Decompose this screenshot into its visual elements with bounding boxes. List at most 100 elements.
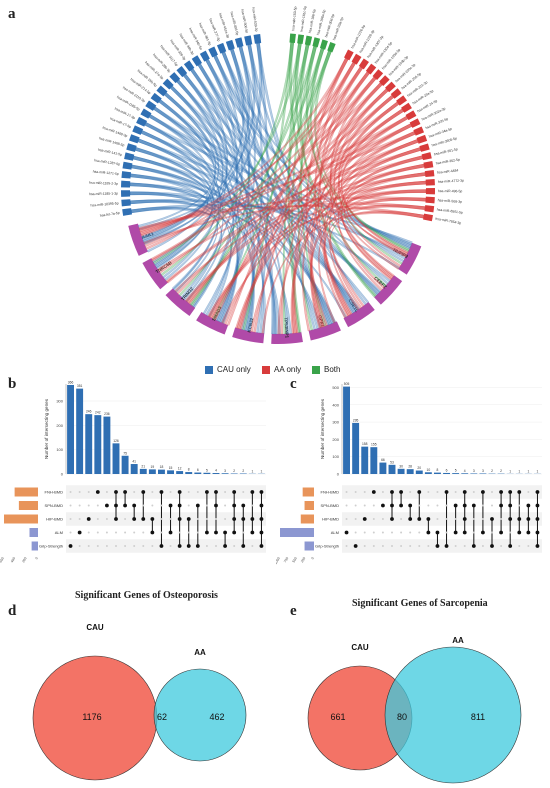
matrix-dot [354,504,357,507]
set-size-bar [304,541,314,551]
chord-ribbon [309,180,427,329]
chord-ribbon [183,73,378,296]
matrix-dot [196,518,199,520]
matrix-dot [223,544,227,548]
matrix-dot [95,490,100,494]
chord-ribbon [139,115,409,233]
gene-segment [271,332,303,344]
matrix-dot [151,504,154,507]
chord-ribbon [291,46,317,333]
matrix-dot [372,504,375,507]
y-tick-label: 100 [56,447,63,452]
matrix-dot [435,544,440,548]
mirna-segment [121,180,131,188]
y-tick-label: 400 [332,402,339,407]
matrix-dot [345,491,348,493]
chord-ribbon [143,202,426,245]
legend-swatch-both [312,365,320,374]
matrix-dot [196,531,199,534]
bar-value-label: 2 [242,469,244,473]
matrix-dot [372,518,375,520]
matrix-dot [250,490,255,494]
chord-ribbon [129,182,232,318]
chord-ribbon [329,131,416,309]
matrix-dot [214,503,218,508]
matrix-dot [462,530,467,535]
chord-diagram: hsa-let-7a-5p hsa-miR-10395-5p hsa-miR-118… [89,6,464,344]
chord-ribbon [133,155,213,269]
chord-ribbon [159,76,377,274]
matrix-dot [87,491,90,493]
matrix-dot [526,503,531,508]
mirna-label: hsa-miR-6501-5p [437,208,464,215]
mirna-segment [121,199,131,207]
mirna-segment [425,196,435,204]
matrix-dot [150,530,155,535]
chord-ribbon [165,139,419,283]
intersection-bar [461,473,469,474]
intersection-bar [203,472,211,474]
chord-ribbon [346,172,426,258]
matrix-dot [454,518,457,520]
chord-ribbon [314,62,356,316]
mirna-segment [121,190,131,197]
chord-ribbon [215,51,250,321]
venn-set-label: CAU [351,643,369,652]
matrix-dot [114,490,118,494]
set-size-tick-label: 600 [0,556,5,563]
matrix-dot [224,491,227,493]
matrix-row-band [66,539,266,553]
bar-value-label: 19 [151,465,155,469]
mirna-segment [416,134,428,144]
venn-diagram-d: CAU AA 1176 462 62 [32,623,247,781]
chord-ribbon [300,48,327,327]
gene-segment [343,302,375,328]
mirna-label: hsa-miR-186-5p [308,9,317,34]
venn-overlap-label: 62 [157,712,167,722]
gene-segment [128,223,148,256]
mirna-label: hsa-miR-34a-5p [428,127,452,139]
bar-value-label: 3 [224,469,226,473]
chord-ribbon [140,130,220,290]
mirna-segment [122,161,133,170]
bar-value-label: 10 [427,468,431,472]
chord-ribbon [131,207,281,335]
chord-ribbon [288,42,376,298]
mirna-segment [424,169,435,178]
chord-ribbon [147,46,250,253]
legend-item-cau: CAU only [205,365,251,374]
bar-value-label: 3 [473,469,475,473]
chord-ribbon [141,44,256,240]
panel-label-b: b [8,376,17,392]
matrix-dot [69,491,72,493]
gene-label: KCNJ2 [247,317,255,333]
mirna-segment [208,46,218,58]
chord-ribbon [188,101,400,305]
mirna-label: hsa-miR-10395-5p [90,201,118,207]
matrix-dot [399,503,403,508]
matrix-dot [427,504,430,507]
chord-ribbon [130,199,218,293]
matrix-dot [409,491,412,493]
chord-ribbon [250,139,419,332]
set-size-bar [302,487,314,497]
chord-ribbon [224,115,409,325]
set-size-bar [280,528,314,537]
matrix-dot [205,518,208,520]
matrix-dot [535,530,540,535]
chord-ribbon [317,71,370,315]
matrix-dot [105,518,108,520]
venn-overlap-label: 80 [397,712,407,722]
y-tick-label: 300 [332,420,339,425]
chord-ribbon [305,57,349,327]
bar-value-label: 3 [482,469,484,473]
mirna-segment [162,78,174,90]
matrix-dot [259,517,264,521]
mirna-segment [365,63,377,75]
matrix-dot [141,517,146,521]
matrix-dot [500,545,503,547]
matrix-dot [151,491,154,493]
matrix-dot [481,530,485,535]
mirna-segment [419,143,430,152]
matrix-dot [160,504,163,507]
